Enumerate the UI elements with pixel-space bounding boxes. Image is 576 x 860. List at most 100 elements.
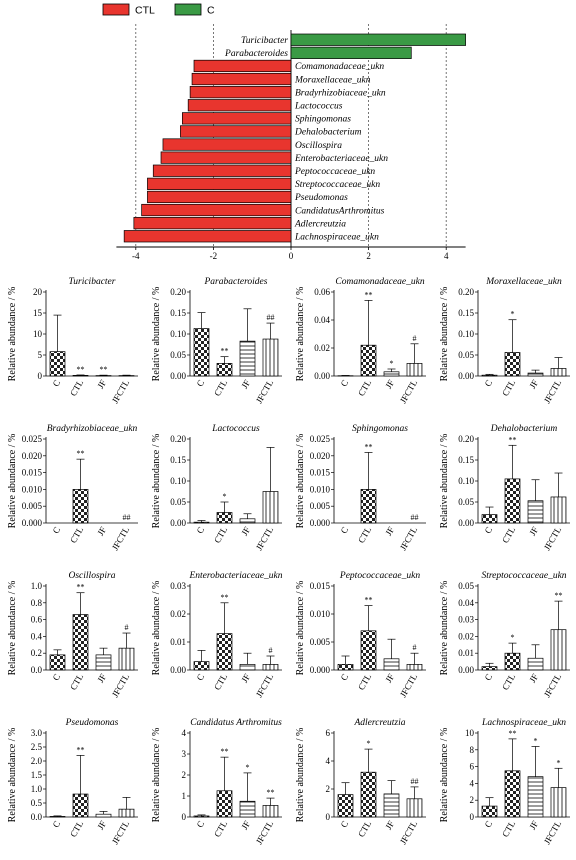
panel-y-axis-label: Relative abundance / % [295,728,306,823]
panel-y-tick-label: 0.020 [22,451,43,461]
lda-bar [162,138,292,151]
panel-bar [360,489,377,524]
panel-bar [360,344,377,377]
lda-bar-label: Adlercreutzia [294,219,346,229]
panel-x-tick-label: C [195,525,207,535]
lda-bar-label: Parabacteroides [224,49,288,59]
lda-bar [182,112,292,125]
panel-y-tick-label: 0.00 [458,371,474,381]
panel-y-tick-label: 4 [182,728,187,738]
panel-x-tick-label: JF [527,525,540,537]
lda-bar-label: Sphingomonas [295,115,351,125]
legend-label-c: C [207,5,215,17]
panel-bar [527,657,544,671]
panel-bar [383,371,400,377]
panel-y-tick-label: 0 [326,812,331,822]
panel-bar [504,652,521,671]
abundance-panel: Enterobacteriaceae_ukn Relative abundance… [151,571,283,699]
panel-significance-mark: # [413,334,417,343]
panel-title: Peptococcaceae_ukn [339,571,420,581]
panel-y-tick-label: 0.01 [458,648,474,658]
panel-x-tick-label: C [339,672,351,682]
abundance-panel: Peptococcaceae_ukn Relative abundance / %… [295,571,426,699]
panel-title: Candidatus Arthromitus [190,718,282,728]
panel-title: Bradyrhizobiaceae_ukn [47,424,138,434]
panel-y-tick-label: 2 [470,795,475,805]
lda-bar-label: Lactococcus [294,102,343,112]
panel-y-tick-label: 0.20 [170,287,186,297]
panel-significance-mark: * [534,736,538,745]
panel-x-tick-label: C [51,819,63,829]
panel-y-tick-label: 0.025 [22,434,43,444]
lda-bar [180,125,292,138]
panel-title: Pseudomonas [65,718,119,728]
legend-label-ctl: CTL [135,5,155,17]
panel-y-tick-label: 0.20 [458,434,474,444]
panel-y-tick-label: 0.05 [458,497,474,507]
panel-significance-mark: ** [77,365,85,374]
lda-bar [191,72,292,86]
panel-x-tick-label: CTL [356,819,373,839]
legend-swatch-c [174,3,202,16]
panel-y-tick-label: 0.00 [170,665,186,675]
panel-significance-mark: ** [100,365,108,374]
panel-x-tick-label: C [51,378,63,388]
panel-y-tick-label: 2 [182,770,187,780]
panel-y-tick-label: 0 [182,812,187,822]
panel-bar [49,654,66,671]
panel-bar [216,363,233,377]
panel-y-tick-label: 0.10 [170,329,186,339]
lda-score-chart: CTL C Turicibacter Parabacteroides Comamonad… [102,3,466,260]
panel-x-tick-label: JFCTL [254,378,275,405]
panel-y-axis-label: Relative abundance / % [151,581,162,676]
panel-bar [239,664,256,671]
panel-x-tick-label: CTL [500,672,517,692]
panel-x-tick-label: JF [95,672,108,684]
panel-y-tick-label: 0.05 [170,497,186,507]
panel-y-tick-label: 0.4 [31,631,43,641]
panel-y-tick-label: 0.0 [31,665,43,675]
panel-bar [527,500,544,524]
panel-x-tick-label: JF [239,525,252,537]
panel-significance-mark: * [557,758,561,767]
panel-x-tick-label: JF [95,819,108,831]
panel-y-tick-label: 0.04 [314,315,330,325]
panel-x-tick-label: JF [527,378,540,390]
abundance-panel: Dehalobacterium Relative abundance / % 0.0… [439,424,570,552]
panel-bar [49,816,66,818]
panel-x-tick-label: CTL [212,525,229,545]
panel-y-tick-label: 0.02 [170,609,186,619]
panel-bar [337,794,354,818]
lda-bar-label: Bradyrhizobiaceae_ukn [295,88,386,98]
panel-y-tick-label: 0.015 [310,468,331,478]
panel-significance-mark: ** [221,747,229,756]
panel-x-tick-label: C [339,378,351,388]
panel-significance-mark: ## [123,513,131,522]
panel-significance-mark: ** [365,596,373,605]
lda-x-tick-label: -4 [132,251,140,260]
panel-y-tick-label: 0.10 [170,476,186,486]
panel-bar [383,658,400,671]
panel-bar [481,666,498,671]
panel-y-tick-label: 0.0 [31,812,43,822]
panel-x-tick-label: C [483,525,495,535]
panel-bar [550,787,567,818]
panel-bar [193,815,210,818]
lda-x-tick-label: 0 [289,251,294,260]
panel-title: Enterobacteriaceae_ukn [188,571,282,581]
panel-y-tick-label: 0.000 [310,518,331,528]
panel-y-tick-label: 0.03 [458,615,474,625]
lda-bar-label: Pseudomonas [294,193,348,203]
panel-bar [239,518,256,524]
panel-y-tick-label: 1 [182,791,187,801]
panel-x-tick-label: JFCTL [398,525,419,552]
panel-y-tick-label: 0.00 [458,518,474,528]
panel-x-tick-label: JF [383,819,396,831]
panel-bar [49,351,66,377]
panel-x-tick-label: CTL [212,378,229,398]
panel-x-tick-label: JF [95,525,108,537]
panel-x-tick-label: JF [239,819,252,831]
panel-y-axis-label: Relative abundance / % [439,728,450,823]
panel-x-tick-label: JFCTL [398,378,419,405]
lda-bar [187,99,292,112]
